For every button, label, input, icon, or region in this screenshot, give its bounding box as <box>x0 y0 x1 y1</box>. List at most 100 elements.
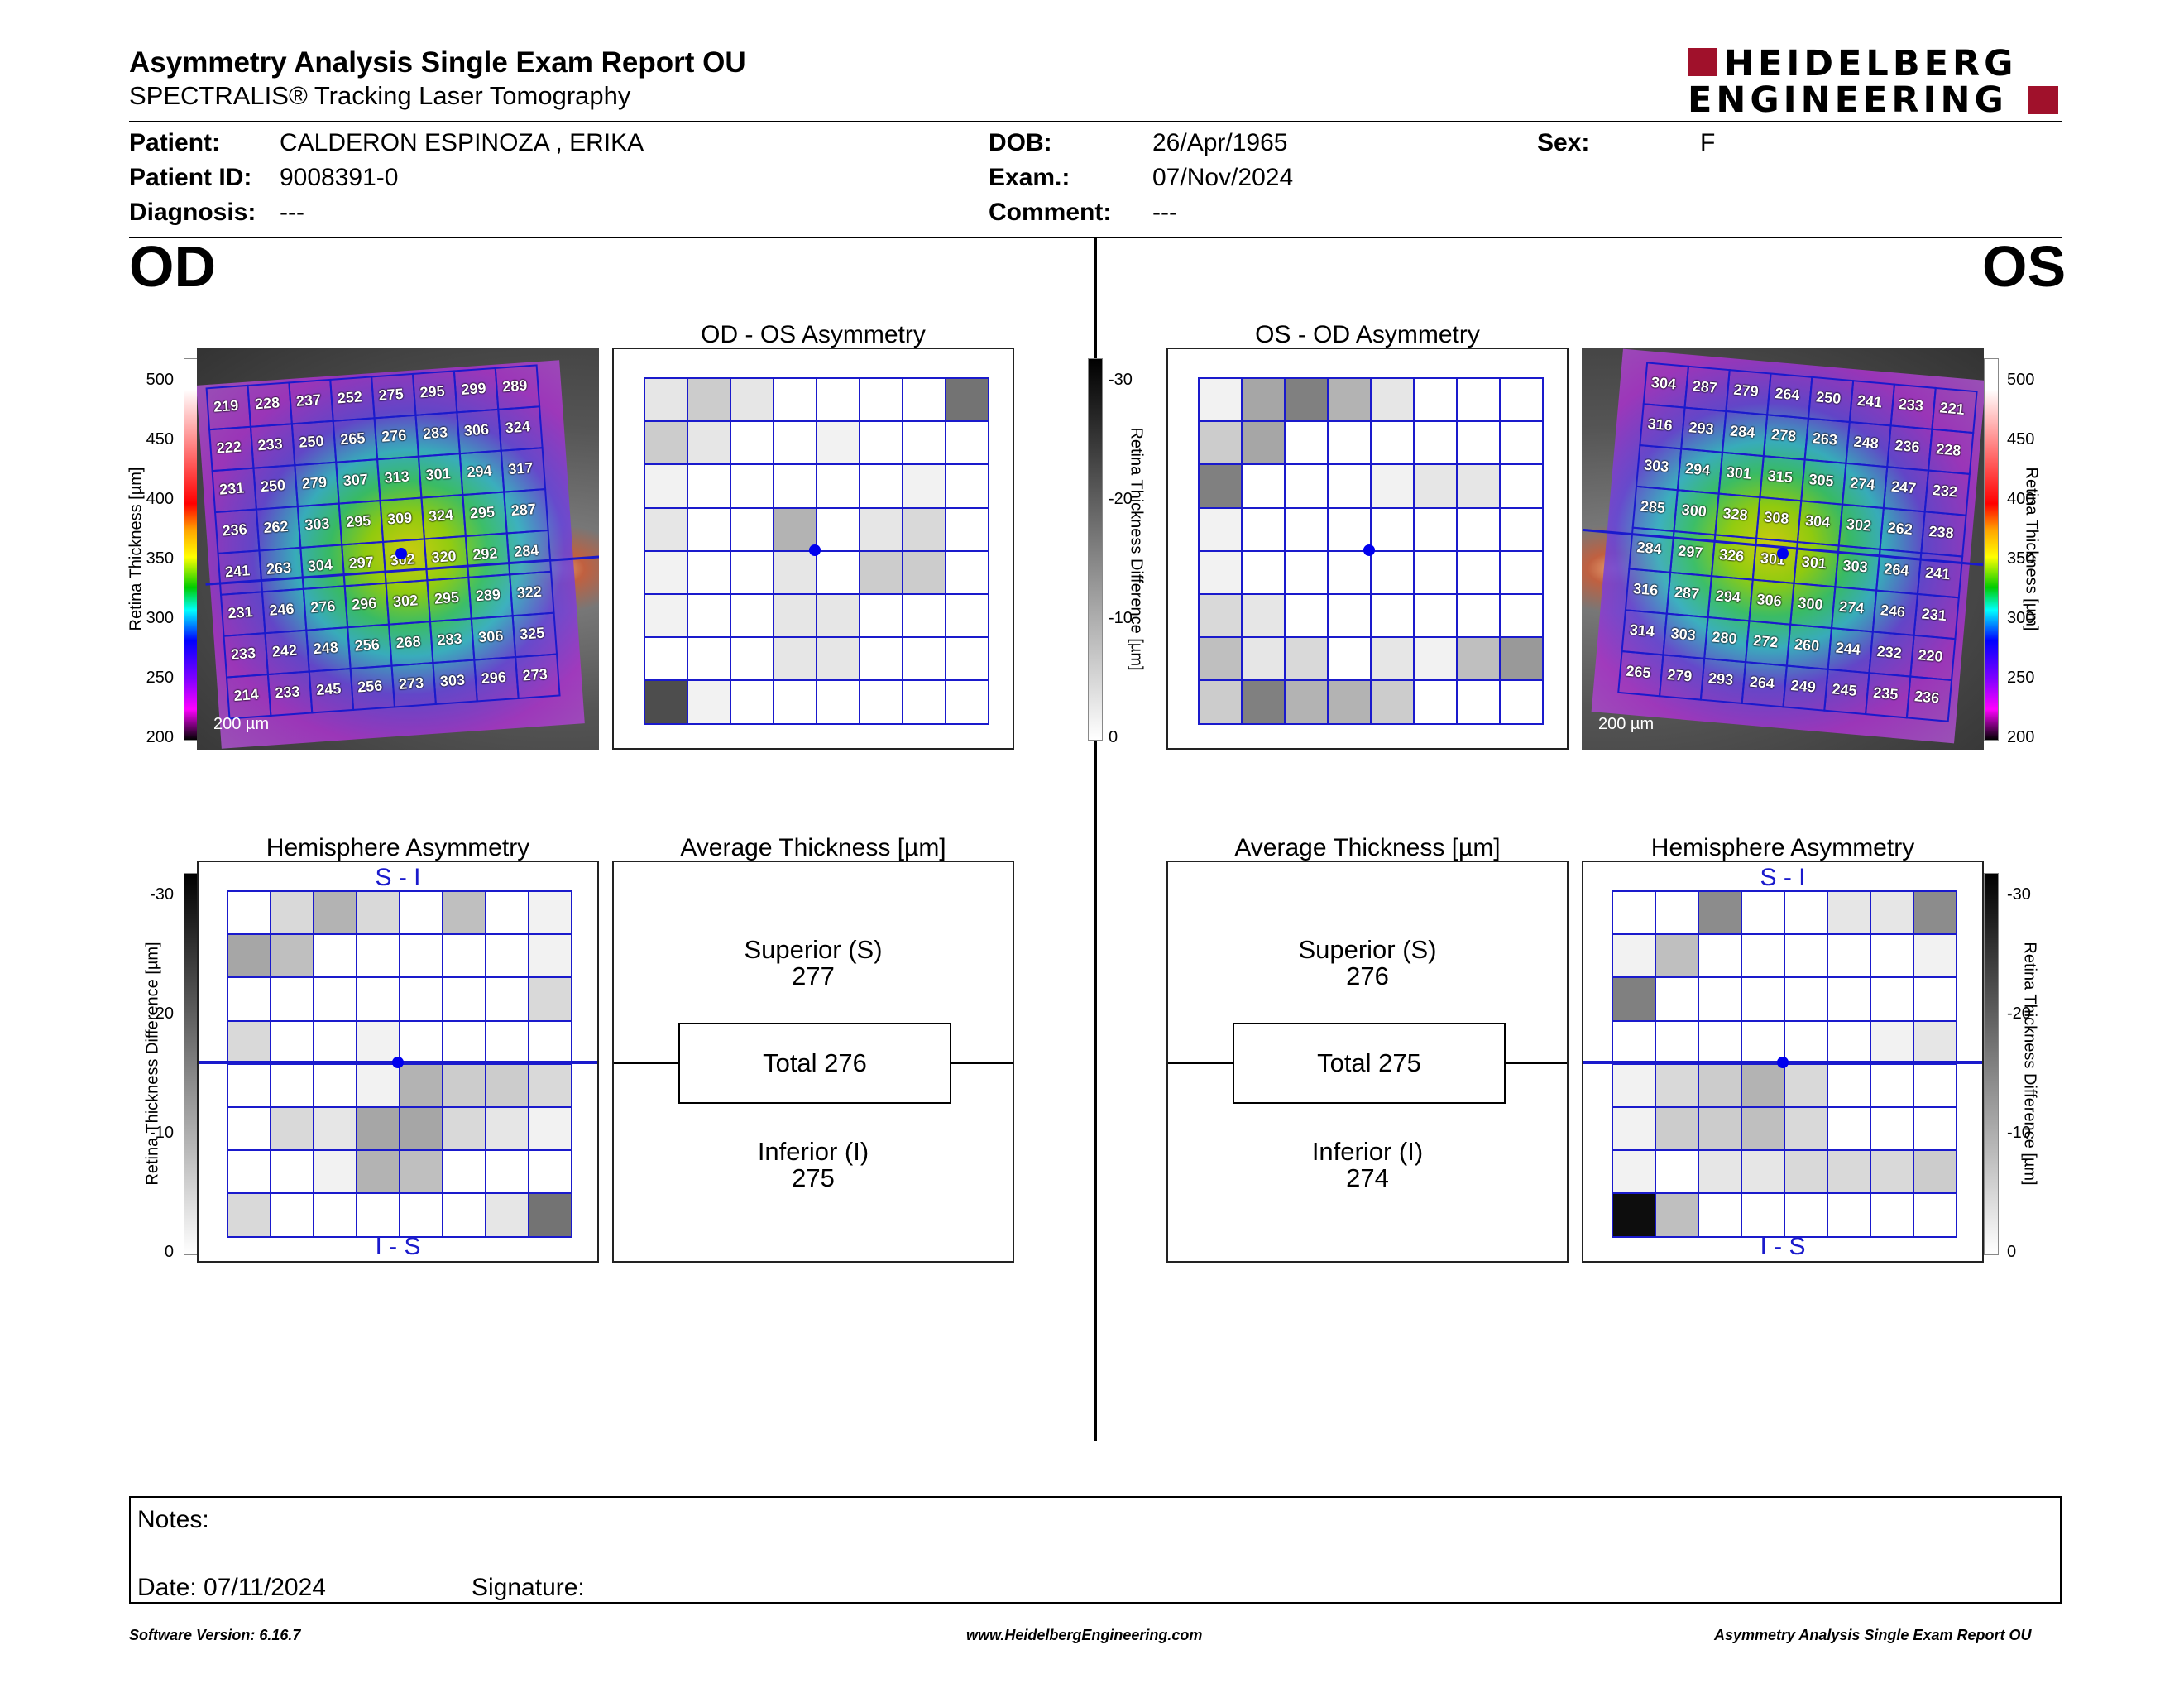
od-asym-cell <box>859 463 903 509</box>
dob-value: 26/Apr/1965 <box>1152 129 1288 156</box>
od-asym-cell <box>816 549 860 595</box>
od-hemi-axis-title: Retina Thickness Difference [µm] <box>143 942 162 1186</box>
od-hemi-title: Hemisphere Asymmetry <box>266 834 530 861</box>
od-thickness-value: 297 <box>348 553 375 572</box>
os-hemi-axis-title: Retina Thickness Difference [µm] <box>2020 942 2039 1186</box>
os-asym-cell <box>1198 420 1243 466</box>
od-hemi-cell <box>528 976 572 1022</box>
od-asym-cell <box>816 636 860 682</box>
od-superior-value: 277 <box>792 961 835 990</box>
od-asym-cell <box>816 463 860 509</box>
axis-tick-label: 450 <box>2007 430 2035 448</box>
os-asym-cell <box>1456 377 1501 423</box>
od-asym-cell <box>945 636 989 682</box>
diagnosis-label: Diagnosis: <box>129 199 256 226</box>
os-hemi-cell <box>1741 976 1785 1022</box>
report-title: Asymmetry Analysis Single Exam Report OU <box>129 46 746 79</box>
axis-tick-label: -20 <box>1109 490 1133 508</box>
od-avg-panel: Superior (S) 277 Total 276 Inferior (I) … <box>612 861 1014 1263</box>
os-thickness-axis-title: Retina Thickness [µm] <box>2022 467 2041 631</box>
axis-tick-label: 200 <box>2007 728 2035 746</box>
axis-tick-label: 250 <box>2007 669 2035 687</box>
os-hemi-cell <box>1655 976 1699 1022</box>
os-hemi-cell <box>1827 933 1871 979</box>
date-label: Date: 07/11/2024 <box>137 1574 326 1601</box>
os-asym-cell <box>1241 679 1286 725</box>
os-asym-cell <box>1413 549 1458 595</box>
od-asym-cell <box>816 506 860 552</box>
od-thickness-value: 283 <box>422 424 448 443</box>
od-asym-cell <box>773 636 817 682</box>
os-thickness-value: 301 <box>1726 463 1752 482</box>
od-asym-cell <box>902 463 946 509</box>
dob-label: DOB: <box>989 129 1052 156</box>
axis-tick-label: -20 <box>150 1005 174 1023</box>
od-avg-title: Average Thickness [µm] <box>680 834 946 861</box>
os-asym-cell <box>1413 420 1458 466</box>
os-thickness-value: 287 <box>1674 583 1700 602</box>
os-asym-cell <box>1327 593 1372 639</box>
os-inferior-label: Inferior (I) <box>1311 1137 1424 1166</box>
od-asym-cell <box>687 549 731 595</box>
od-hemi-cell <box>528 1192 572 1238</box>
axis-tick-label: 350 <box>146 549 174 568</box>
od-thickness-value: 292 <box>472 544 499 563</box>
od-asym-cell <box>945 377 989 423</box>
os-asym-cell <box>1499 463 1544 509</box>
od-asym-panel <box>612 348 1014 750</box>
os-thickness-value: 232 <box>1875 642 1903 662</box>
od-asym-cell <box>859 420 903 466</box>
od-thickness-value: 263 <box>266 559 292 578</box>
od-asym-cell <box>644 377 688 423</box>
os-asym-cell <box>1327 679 1372 725</box>
os-hemi-cell <box>1870 890 1914 936</box>
os-thickness-value: 248 <box>1852 433 1880 453</box>
os-asym-cell <box>1456 463 1501 509</box>
od-asym-cell <box>687 420 731 466</box>
od-hemi-cell <box>313 1106 357 1152</box>
os-hemi-cell <box>1913 1192 1957 1238</box>
os-asym-cell <box>1198 679 1243 725</box>
os-hemi-cell <box>1741 933 1785 979</box>
od-hemi-cell <box>485 933 529 979</box>
od-thickness-value: 303 <box>304 515 331 534</box>
os-asym-cell <box>1456 636 1501 682</box>
os-hemi-cell <box>1784 890 1828 936</box>
os-thickness-value: 232 <box>1932 482 1958 501</box>
od-asym-title: OD - OS Asymmetry <box>701 321 926 348</box>
axis-tick-label: -30 <box>1109 371 1133 389</box>
axis-tick-label: 0 <box>2007 1243 2017 1261</box>
os-hemi-cell <box>1612 933 1656 979</box>
os-asym-cell <box>1370 463 1415 509</box>
os-hemi-cell <box>1698 1149 1742 1195</box>
od-thickness-value: 273 <box>398 674 424 693</box>
od-hemi-cell <box>356 933 400 979</box>
od-thickness-value: 242 <box>271 641 298 660</box>
od-asym-cell <box>730 636 774 682</box>
os-asym-cell <box>1198 463 1243 509</box>
sex-label: Sex: <box>1537 129 1590 156</box>
od-asym-cell <box>644 593 688 639</box>
axis-tick-label: 0 <box>164 1243 174 1261</box>
od-thickness-value: 241 <box>224 562 251 581</box>
od-fundus-image: 219 228 237 252 275 295 299 289 222 233 250 265 276 2… <box>197 348 599 750</box>
os-hemi-cell <box>1741 1149 1785 1195</box>
od-thickness-value: 231 <box>227 603 254 622</box>
od-hemi-top-label: S - I <box>375 864 421 891</box>
od-thickness-value: 317 <box>507 459 534 478</box>
od-hemi-cell <box>227 1019 271 1065</box>
od-asym-cell <box>644 679 688 725</box>
os-thickness-value: 220 <box>1917 646 1944 665</box>
od-asym-cell <box>859 549 903 595</box>
os-thickness-value: 303 <box>1643 456 1670 476</box>
os-hemi-cell <box>1827 1062 1871 1108</box>
od-hemi-cell <box>227 1192 271 1238</box>
notes-box[interactable]: Notes: Date: 07/11/2024 Signature: <box>129 1496 2062 1604</box>
od-asym-cell <box>945 420 989 466</box>
footer-website[interactable]: www.HeidelbergEngineering.com <box>966 1627 1203 1643</box>
od-hemi-cell <box>528 1106 572 1152</box>
os-asym-cell <box>1413 463 1458 509</box>
od-hemi-cell <box>528 1062 572 1108</box>
os-asym-cell <box>1284 463 1329 509</box>
od-hemi-cell <box>485 890 529 936</box>
